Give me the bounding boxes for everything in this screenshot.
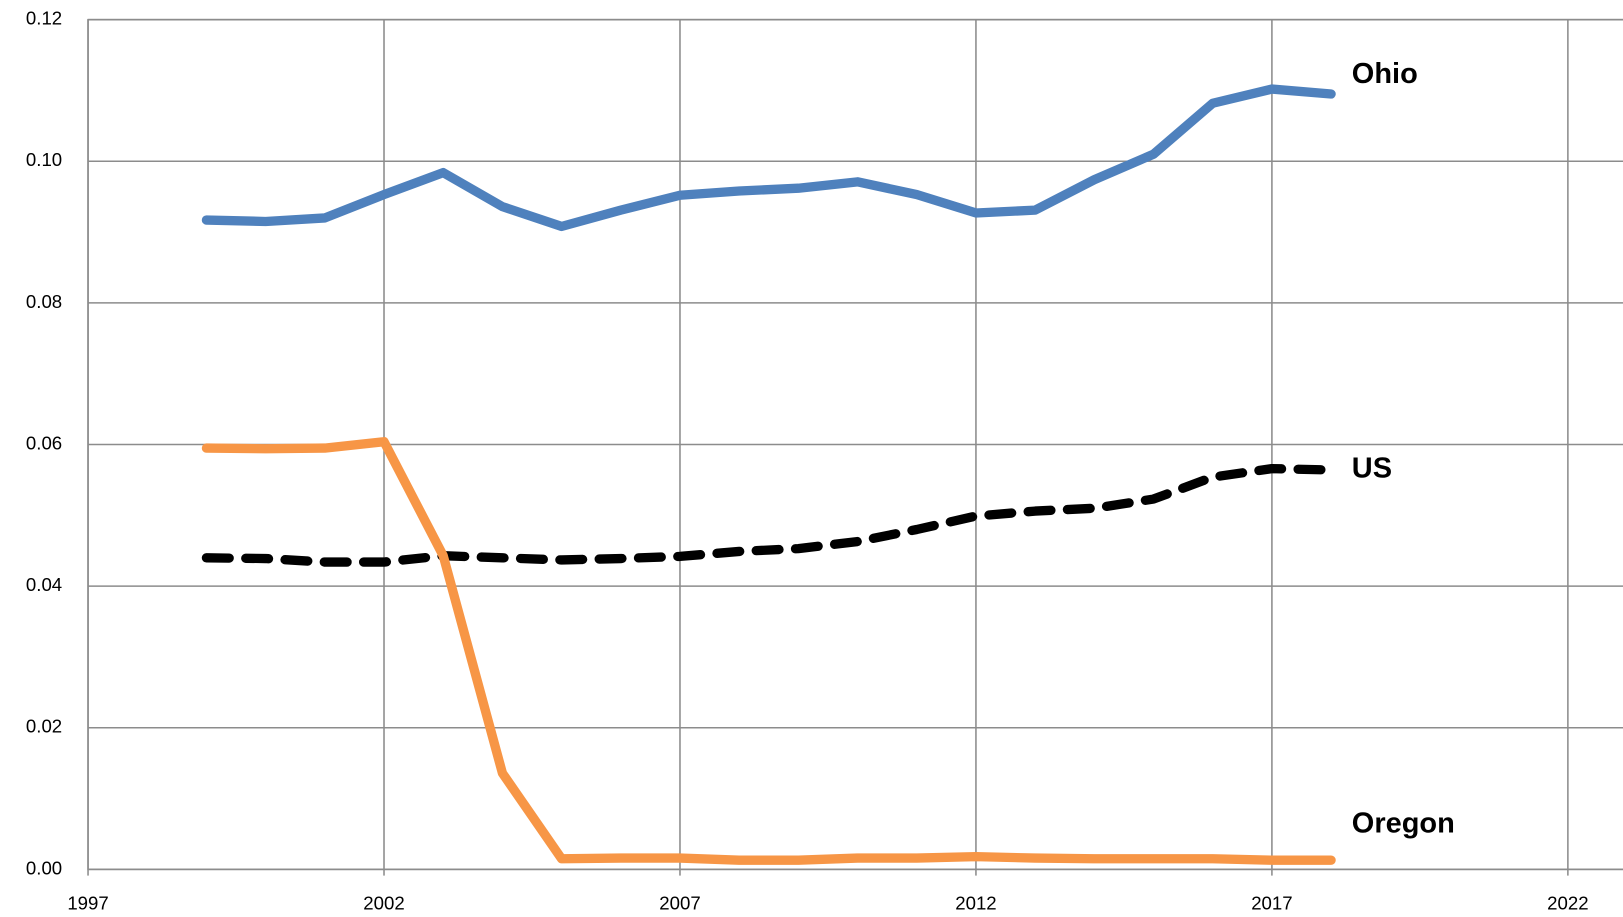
series-line: [201, 84, 1336, 232]
y-tick-label: 0.12: [26, 8, 62, 29]
series-line: [201, 463, 1336, 567]
series-label: Oregon: [1352, 808, 1455, 840]
series-line: [201, 437, 1336, 865]
x-tick-label: 2012: [955, 893, 996, 914]
y-tick-label: 0.00: [26, 857, 62, 878]
y-tick-label: 0.04: [26, 574, 62, 595]
x-tick-label: 2017: [1251, 893, 1292, 914]
x-tick-label: 2022: [1547, 893, 1588, 914]
series-label: Ohio: [1352, 58, 1418, 90]
y-tick-label: 0.10: [26, 149, 62, 170]
x-tick-label: 1997: [67, 893, 108, 914]
plot-border: [87, 18, 1623, 871]
y-tick-label: 0.06: [26, 432, 62, 453]
y-tick-label: 0.02: [26, 716, 62, 737]
series-label: US: [1352, 453, 1392, 485]
x-tick-label: 2007: [659, 893, 700, 914]
x-tick-label: 2002: [363, 893, 404, 914]
y-tick-label: 0.08: [26, 291, 62, 312]
